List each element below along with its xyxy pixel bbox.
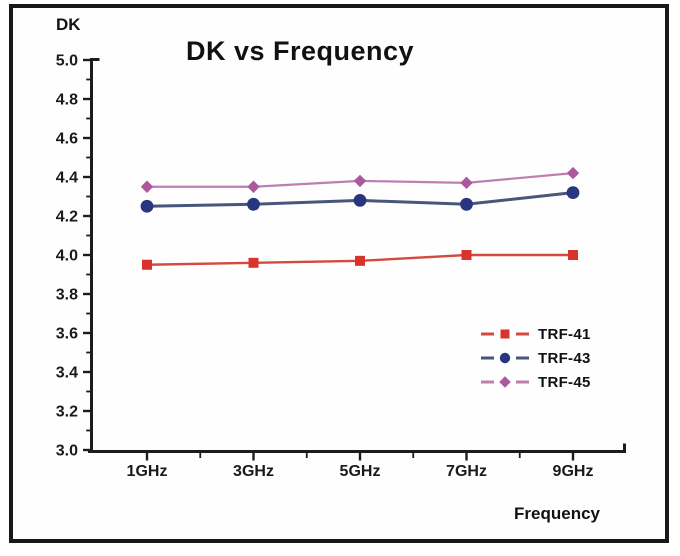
- data-point-trf-45: [566, 166, 580, 180]
- y-tick-label: 5.0: [56, 53, 78, 70]
- y-tick-label: 3.0: [56, 443, 78, 460]
- legend-glyph: [500, 329, 510, 339]
- x-tick-label: 5GHz: [340, 463, 381, 480]
- legend-label: TRF-41: [538, 325, 591, 343]
- legend-glyph: [499, 352, 511, 364]
- legend-item-trf-45: TRF-45: [481, 370, 591, 394]
- x-tick-label: 9GHz: [553, 463, 594, 480]
- data-point-trf-41: [142, 259, 152, 270]
- data-point-trf-45: [247, 180, 260, 193]
- y-tick-label: 4.0: [56, 248, 78, 265]
- y-axis-title: DK: [56, 15, 81, 34]
- data-point-trf-43: [140, 199, 154, 213]
- legend-marker-square-icon: [481, 329, 529, 339]
- y-tick-label: 4.2: [56, 209, 78, 226]
- y-tick-label: 3.4: [56, 365, 78, 382]
- chart-frame: [9, 4, 669, 543]
- data-point-trf-43: [460, 197, 473, 211]
- x-tick-label: 3GHz: [233, 463, 274, 480]
- x-axis-title: Frequency: [514, 504, 600, 523]
- y-tick-label: 4.6: [56, 131, 78, 148]
- x-tick-label: 7GHz: [446, 463, 487, 480]
- legend-label: TRF-45: [538, 373, 591, 391]
- legend-item-trf-41: TRF-41: [481, 322, 591, 346]
- data-point-trf-41: [248, 257, 259, 268]
- legend-marker-diamond-icon: [481, 376, 529, 388]
- data-point-trf-43: [566, 186, 580, 200]
- legend: TRF-41 TRF-43 TRF-45: [481, 322, 591, 394]
- data-point-trf-41: [461, 250, 472, 260]
- y-tick-label: 4.8: [56, 92, 78, 109]
- data-point-trf-43: [353, 194, 367, 207]
- data-point-trf-43: [247, 197, 260, 211]
- data-point-trf-45: [140, 180, 154, 193]
- data-point-trf-41: [355, 255, 365, 266]
- y-tick-label: 3.6: [56, 326, 78, 343]
- data-point-trf-45: [353, 174, 367, 188]
- data-point-trf-45: [460, 176, 473, 190]
- x-tick-label: 1GHz: [127, 463, 168, 480]
- y-tick-label: 3.2: [56, 404, 78, 421]
- data-point-trf-41: [568, 250, 578, 260]
- legend-marker-circle-icon: [481, 352, 529, 364]
- y-tick-label: 3.8: [56, 287, 78, 304]
- chart-title: DK vs Frequency: [185, 36, 415, 66]
- legend-item-trf-43: TRF-43: [481, 346, 591, 370]
- legend-glyph: [499, 376, 511, 388]
- legend-label: TRF-43: [538, 349, 591, 367]
- y-tick-label: 4.4: [56, 170, 78, 187]
